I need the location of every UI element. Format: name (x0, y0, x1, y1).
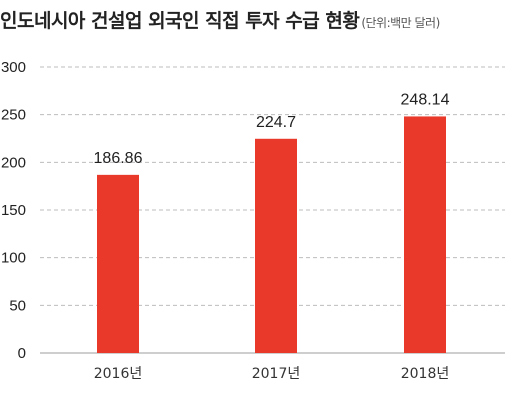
y-tick-label: 50 (9, 297, 26, 314)
y-tick-label: 0 (18, 345, 26, 362)
x-tick-label: 2018년 (401, 366, 450, 382)
data-label: 248.14 (401, 91, 450, 108)
y-tick-label: 150 (1, 202, 26, 219)
y-tick-label: 100 (1, 250, 26, 267)
y-tick-label: 300 (1, 59, 26, 76)
x-tick-label: 2016년 (94, 366, 143, 382)
bar (255, 138, 297, 353)
x-tick-label: 2017년 (252, 366, 301, 382)
chart-unit-label: (단위:백만 달러) (361, 16, 440, 30)
data-label: 224.7 (256, 114, 296, 131)
y-tick-label: 250 (1, 107, 26, 124)
chart-title: 인도네시아 건설업 외국인 직접 투자 수급 현황 (0, 10, 360, 32)
y-tick-label: 200 (1, 154, 26, 171)
chart-header: 인도네시아 건설업 외국인 직접 투자 수급 현황 (단위:백만 달러) (0, 6, 511, 46)
bar (404, 116, 446, 353)
bar (97, 174, 139, 353)
data-label: 186.86 (94, 150, 143, 167)
